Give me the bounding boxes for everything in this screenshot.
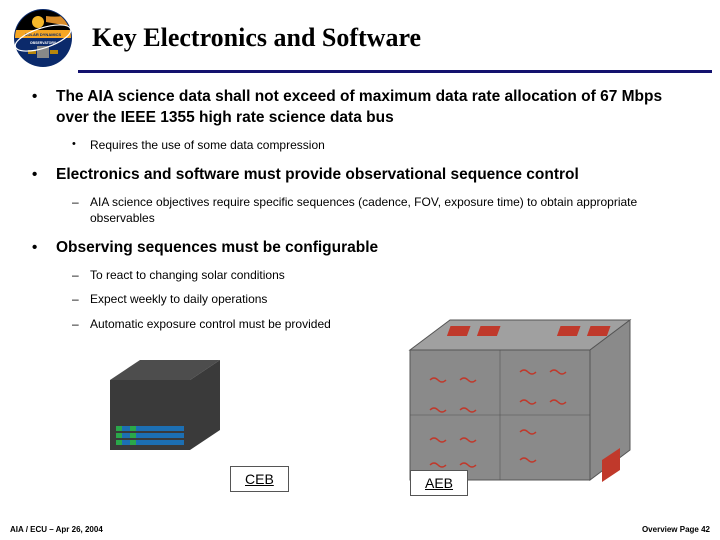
- sub-bullet: AIA science objectives require specific …: [56, 194, 696, 226]
- svg-text:OBSERVATORY: OBSERVATORY: [30, 41, 57, 45]
- slide-title: Key Electronics and Software: [92, 23, 421, 53]
- sub-bullet: Requires the use of some data compressio…: [56, 137, 696, 153]
- footer-left: AIA / ECU – Apr 26, 2004: [10, 525, 103, 534]
- footer-right: Overview Page 42: [642, 525, 710, 534]
- ceb-figure: [90, 350, 240, 470]
- mission-logo: SOLAR DYNAMICS OBSERVATORY: [10, 8, 76, 68]
- ceb-caption: CEB: [230, 466, 289, 492]
- top-bullet: The AIA science data shall not exceed of…: [24, 87, 696, 153]
- top-bullet: Electronics and software must provide ob…: [24, 165, 696, 226]
- aeb-caption: AEB: [410, 470, 468, 496]
- sub-bullet: To react to changing solar conditions: [56, 267, 696, 283]
- bullet-content: The AIA science data shall not exceed of…: [0, 73, 720, 332]
